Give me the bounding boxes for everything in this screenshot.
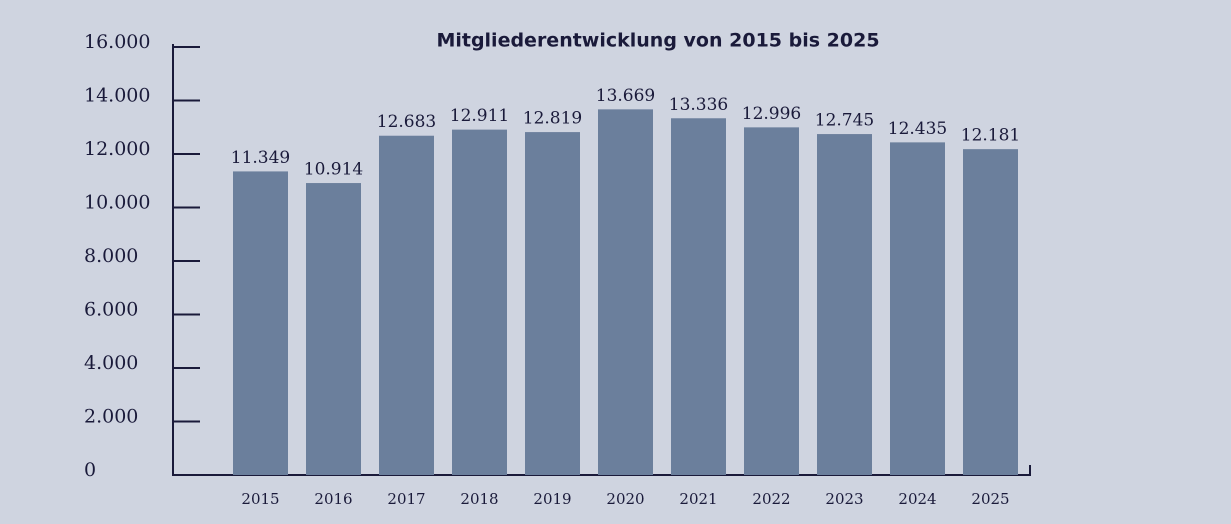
y-tick-label: 4.000 xyxy=(84,352,138,374)
chart-title: Mitgliederentwicklung von 2015 bis 2025 xyxy=(436,30,879,52)
bar xyxy=(233,171,288,475)
bar xyxy=(817,134,872,476)
x-tick-label: 2018 xyxy=(460,490,498,508)
y-tick-label: 6.000 xyxy=(84,299,138,321)
bar xyxy=(671,118,726,476)
x-tick-label: 2015 xyxy=(241,490,279,508)
x-tick-label: 2016 xyxy=(314,490,352,508)
value-label: 10.914 xyxy=(304,160,363,180)
value-label: 12.683 xyxy=(377,112,436,132)
x-tick-label: 2021 xyxy=(679,490,717,508)
x-tick-label: 2019 xyxy=(533,490,571,508)
bar xyxy=(963,149,1018,475)
value-label: 12.181 xyxy=(961,126,1020,146)
bar xyxy=(452,129,507,476)
x-tick-label: 2024 xyxy=(898,490,936,508)
bar xyxy=(379,135,434,476)
y-tick-label: 2.000 xyxy=(84,406,138,428)
y-tick-label: 8.000 xyxy=(84,245,138,267)
y-tick-label: 16.000 xyxy=(84,31,150,53)
value-label: 11.349 xyxy=(231,148,290,168)
value-label: 12.911 xyxy=(450,106,509,126)
value-label: 12.819 xyxy=(523,109,582,129)
bar xyxy=(598,109,653,475)
value-label: 12.435 xyxy=(888,119,947,139)
value-label: 13.336 xyxy=(669,95,728,115)
y-tick-label: 10.000 xyxy=(84,192,150,214)
bar xyxy=(744,127,799,476)
value-label: 12.996 xyxy=(742,104,801,124)
y-tick-label: 0 xyxy=(84,459,96,481)
x-tick-label: 2025 xyxy=(971,490,1009,508)
y-tick-label: 12.000 xyxy=(84,138,150,160)
x-tick-label: 2022 xyxy=(752,490,790,508)
bar xyxy=(525,132,580,476)
y-tick-label: 14.000 xyxy=(84,85,150,107)
x-tick-label: 2023 xyxy=(825,490,863,508)
x-tick-label: 2017 xyxy=(387,490,425,508)
value-label: 12.745 xyxy=(815,111,874,131)
value-label: 13.669 xyxy=(596,86,655,106)
x-tick-label: 2020 xyxy=(606,490,644,508)
bar xyxy=(890,142,945,475)
bar xyxy=(306,183,361,475)
